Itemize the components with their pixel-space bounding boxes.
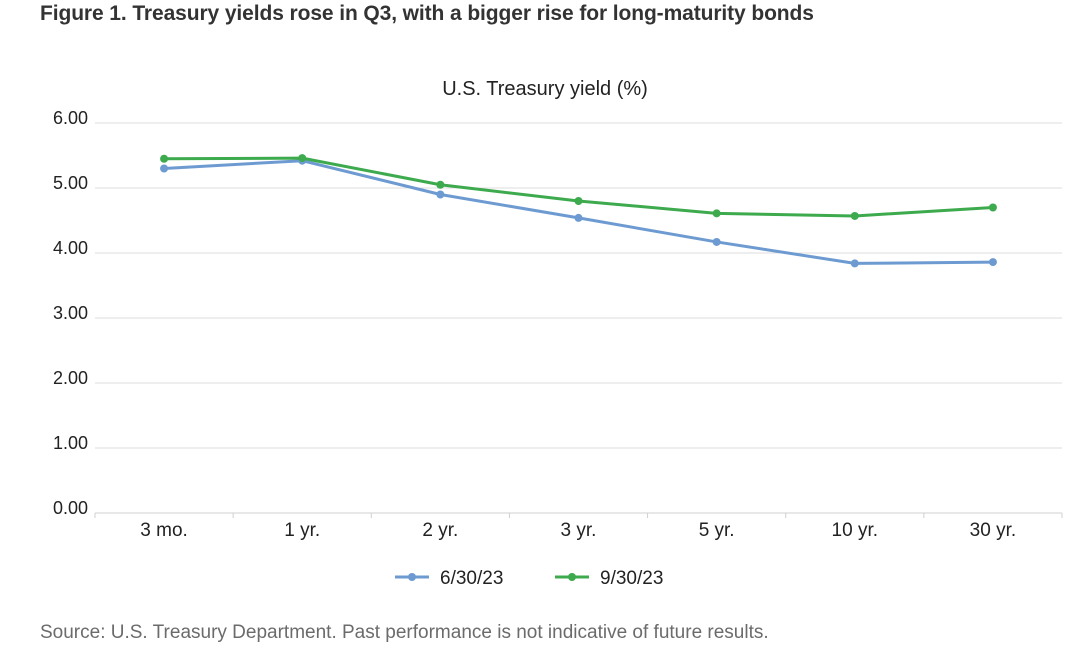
data-point: [988, 258, 997, 267]
y-axis-ticks: 0.00 1.00 2.00 3.00 4.00 5.00 6.00: [53, 108, 88, 518]
source-note: Source: U.S. Treasury Department. Past p…: [40, 622, 769, 643]
series-lines: [160, 154, 997, 268]
series-line: [162, 159, 995, 265]
data-point: [574, 197, 583, 205]
legend-marker: [568, 573, 576, 581]
series-line: [162, 156, 995, 218]
gridlines: [95, 122, 1062, 514]
figure-title: Figure 1. Treasury yields rose in Q3, wi…: [40, 2, 814, 25]
data-point: [436, 180, 445, 189]
x-tick-label: 5 yr.: [699, 520, 735, 541]
data-point: [160, 164, 169, 173]
y-tick-label: 4.00: [53, 238, 88, 258]
data-point: [298, 154, 307, 163]
legend: 6/30/23 9/30/23: [395, 568, 663, 589]
x-tick-label: 10 yr.: [832, 520, 878, 541]
data-point: [988, 203, 997, 212]
data-point: [574, 213, 583, 222]
y-tick-label: 2.00: [53, 368, 88, 388]
data-point: [712, 237, 721, 246]
y-tick-label: 3.00: [53, 303, 88, 323]
x-tick-label: 2 yr.: [422, 520, 458, 541]
legend-label: 9/30/23: [600, 568, 663, 589]
data-point: [436, 190, 445, 199]
y-tick-label: 5.00: [53, 173, 88, 193]
data-point: [160, 154, 169, 163]
data-point: [712, 209, 721, 218]
x-tick-label: 30 yr.: [970, 520, 1016, 541]
x-axis-ticks: 3 mo. 1 yr. 2 yr. 3 yr. 5 yr. 10 yr. 30 yr.: [94, 513, 1063, 541]
data-point: [850, 259, 859, 268]
chart-area: U.S. Treasury yield (%) 0.00 1.00 2.00 3.00…: [0, 60, 1078, 600]
legend-marker: [408, 573, 416, 581]
legend-label: 6/30/23: [440, 568, 503, 589]
x-tick-label: 1 yr.: [284, 520, 320, 541]
chart-title: U.S. Treasury yield (%): [442, 78, 648, 100]
data-point: [850, 211, 859, 220]
y-tick-label: 1.00: [53, 433, 88, 453]
line-chart: U.S. Treasury yield (%) 0.00 1.00 2.00 3.00…: [53, 78, 1063, 589]
x-tick-label: 3 mo.: [140, 520, 188, 541]
x-tick-label: 3 yr.: [561, 520, 597, 541]
y-tick-label: 0.00: [53, 498, 88, 518]
y-tick-label: 6.00: [53, 108, 88, 128]
